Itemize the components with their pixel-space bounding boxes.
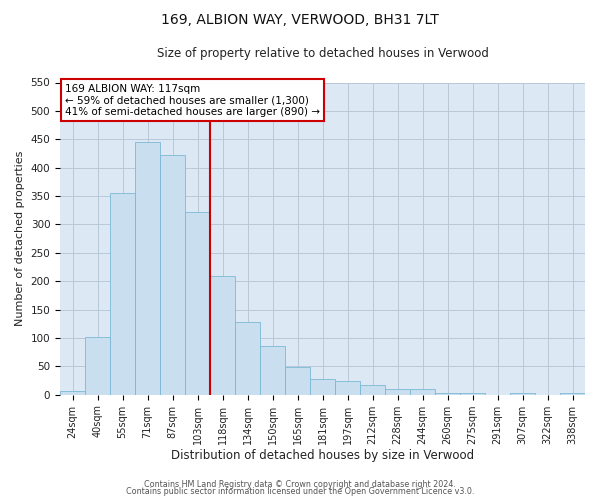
Text: 169, ALBION WAY, VERWOOD, BH31 7LT: 169, ALBION WAY, VERWOOD, BH31 7LT — [161, 12, 439, 26]
Bar — [435, 393, 460, 394]
Title: Size of property relative to detached houses in Verwood: Size of property relative to detached ho… — [157, 48, 488, 60]
Bar — [260, 346, 285, 395]
Bar — [110, 193, 135, 394]
Bar — [385, 389, 410, 394]
Text: Contains public sector information licensed under the Open Government Licence v3: Contains public sector information licen… — [126, 488, 474, 496]
Bar — [560, 393, 585, 394]
Bar — [60, 390, 85, 394]
Bar — [460, 393, 485, 394]
Y-axis label: Number of detached properties: Number of detached properties — [15, 151, 25, 326]
Bar — [160, 155, 185, 394]
Bar — [360, 384, 385, 394]
Bar — [510, 393, 535, 394]
Text: Contains HM Land Registry data © Crown copyright and database right 2024.: Contains HM Land Registry data © Crown c… — [144, 480, 456, 489]
Bar — [410, 389, 435, 394]
Bar — [335, 380, 360, 394]
X-axis label: Distribution of detached houses by size in Verwood: Distribution of detached houses by size … — [171, 450, 474, 462]
Text: 169 ALBION WAY: 117sqm
← 59% of detached houses are smaller (1,300)
41% of semi-: 169 ALBION WAY: 117sqm ← 59% of detached… — [65, 84, 320, 117]
Bar — [285, 367, 310, 394]
Bar — [85, 338, 110, 394]
Bar — [135, 142, 160, 395]
Bar — [235, 322, 260, 394]
Bar — [185, 212, 210, 394]
Bar — [210, 276, 235, 394]
Bar — [310, 379, 335, 394]
